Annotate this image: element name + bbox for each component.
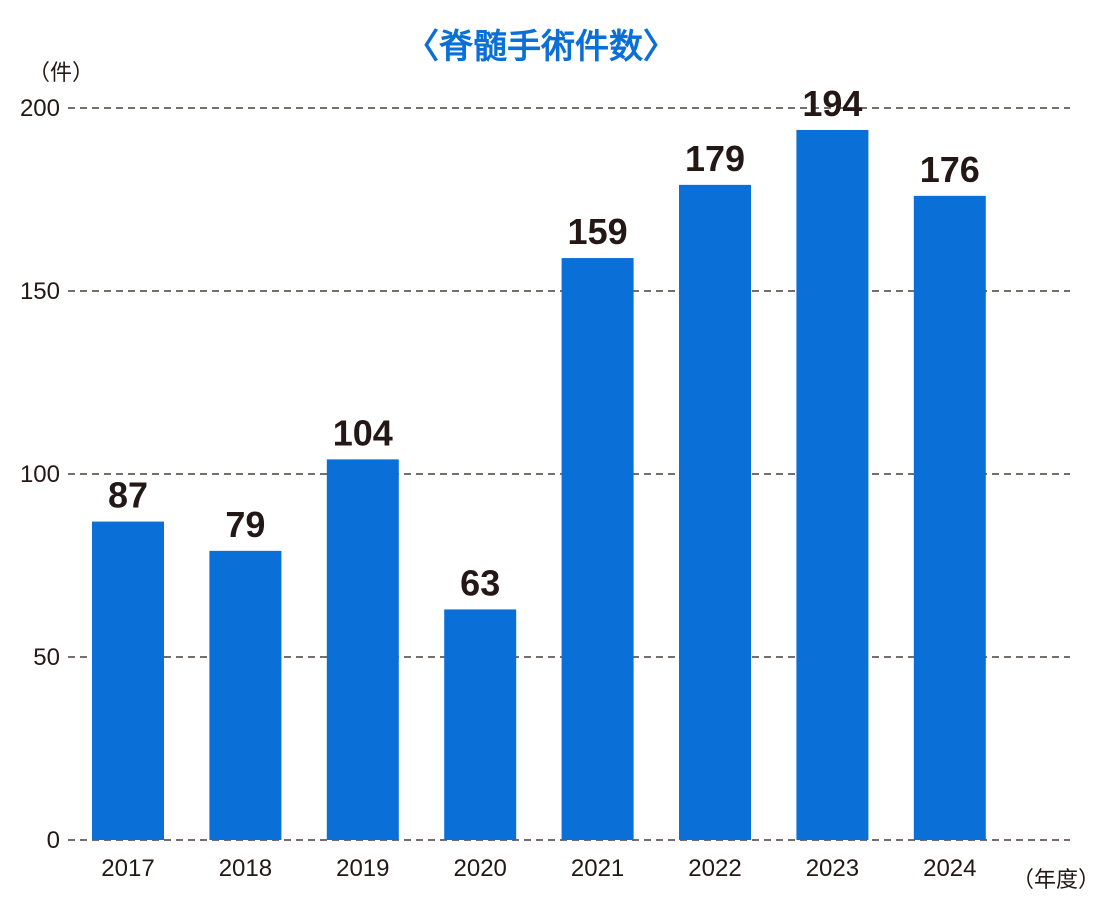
bar-2023 [796,129,869,840]
x-tick-label-2018: 2018 [219,855,272,882]
grid-lines [68,107,1070,841]
value-label-2018: 79 [225,504,265,545]
y-tick-labels: 0 50 100 150 200 [20,95,60,854]
x-tick-label-2019: 2019 [336,855,389,882]
bar-2018 [209,550,282,840]
value-label-2020: 63 [460,562,500,603]
value-label-2024: 176 [920,149,980,190]
x-tick-label-2017: 2017 [101,855,154,882]
value-label-2017: 87 [108,475,148,516]
x-tick-label-2021: 2021 [571,855,624,882]
value-label-2022: 179 [685,138,745,179]
y-tick-label: 150 [20,278,60,305]
x-tick-label-2023: 2023 [806,855,859,882]
x-tick-label-2020: 2020 [454,855,507,882]
bar-2021 [561,258,634,840]
bar-2024 [913,195,986,841]
value-label-2019: 104 [333,412,393,453]
chart-title: 〈脊髄手術件数〉 [405,27,677,67]
x-unit-label: （年度） [1012,868,1100,893]
x-tick-label-2024: 2024 [923,855,976,882]
x-tick-labels: 2017 2018 2019 2020 2021 2022 2023 2024 [101,855,976,882]
x-tick-label-2022: 2022 [688,855,741,882]
bar-2019 [326,459,399,840]
bar-2017 [92,521,164,840]
y-tick-label: 200 [20,95,60,122]
y-tick-label: 100 [20,461,60,488]
y-unit-label: （件） [28,61,94,86]
bar-2020 [444,609,517,840]
y-tick-label: 0 [47,827,60,854]
value-label-2021: 159 [568,211,628,252]
bar-2022 [679,184,751,841]
bars [92,129,986,841]
value-label-2023: 194 [802,83,862,124]
y-tick-label: 50 [33,644,60,671]
value-labels: 87 79 104 63 159 179 194 176 [108,83,980,603]
